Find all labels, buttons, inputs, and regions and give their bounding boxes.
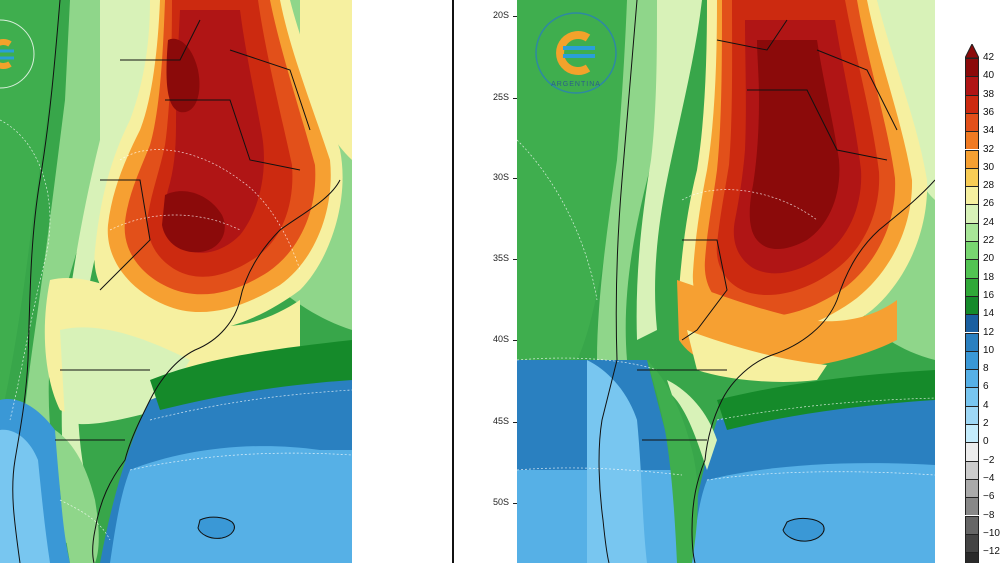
colorbar-label: 42 bbox=[983, 52, 995, 63]
colorbar-segment bbox=[965, 533, 979, 553]
lat-label-40s: 40S bbox=[493, 334, 510, 344]
lat-tick bbox=[513, 422, 517, 423]
colorbar-segment bbox=[965, 204, 979, 223]
colorbar-label: 24 bbox=[983, 216, 995, 228]
colorbar-label: 14 bbox=[983, 308, 995, 320]
colorbar-label: 38 bbox=[983, 88, 995, 100]
lat-tick bbox=[513, 178, 517, 179]
right-temperature-map bbox=[517, 0, 935, 563]
colorbar-segment bbox=[965, 149, 979, 168]
colorbar-label: 12 bbox=[983, 326, 995, 338]
lat-tick bbox=[513, 259, 517, 260]
lat-label-50s: 50S bbox=[493, 497, 510, 507]
colorbar-label: 4 bbox=[983, 399, 989, 411]
colorbar-label: 10 bbox=[983, 344, 995, 356]
lat-label-30s: 30S bbox=[493, 172, 510, 182]
colorbar-label: 16 bbox=[983, 289, 995, 301]
colorbar-label: 30 bbox=[983, 161, 995, 173]
colorbar-segment bbox=[965, 277, 979, 296]
colorbar-segment bbox=[965, 186, 979, 205]
colorbar-segment bbox=[965, 58, 979, 77]
colorbar-segment bbox=[965, 295, 979, 315]
left-temperature-map bbox=[0, 0, 352, 563]
colorbar-segment bbox=[965, 515, 979, 534]
panel-divider bbox=[452, 0, 454, 563]
colorbar-label: −6 bbox=[983, 491, 995, 503]
colorbar-segment bbox=[965, 387, 979, 406]
colorbar-segment bbox=[965, 259, 979, 278]
colorbar-segment bbox=[965, 112, 979, 132]
colorbar-segment bbox=[965, 167, 979, 187]
smn-logo-left bbox=[0, 14, 40, 99]
colorbar-label: −12 bbox=[983, 546, 1000, 558]
colorbar-segment bbox=[965, 241, 979, 260]
colorbar-segment bbox=[965, 76, 979, 95]
colorbar-label: 20 bbox=[983, 253, 995, 265]
colorbar-label: −8 bbox=[983, 509, 995, 521]
lat-label-35s: 35S bbox=[493, 253, 510, 263]
right-map-panel: 20S 25S 30S 35S 40S 45S 50S ARGENTINA 42… bbox=[455, 0, 1000, 563]
colorbar-top-arrow bbox=[965, 44, 979, 58]
colorbar-segment bbox=[965, 405, 979, 424]
colorbar-label: 34 bbox=[983, 125, 995, 137]
colorbar-segment bbox=[965, 460, 979, 479]
logo-text: ARGENTINA bbox=[551, 81, 601, 88]
left-map-panel: 424038363432302826242220181614121086420−… bbox=[0, 0, 372, 563]
colorbar-label: −10 bbox=[983, 527, 1000, 539]
colorbar-label: 26 bbox=[983, 198, 995, 210]
smn-logo-right: ARGENTINA bbox=[533, 10, 619, 101]
lat-tick bbox=[513, 16, 517, 17]
right-map-svg bbox=[517, 0, 935, 563]
colorbar-label: 28 bbox=[983, 180, 995, 192]
colorbar-segment bbox=[965, 369, 979, 388]
colorbar-segment bbox=[965, 350, 979, 370]
colorbar-label: 2 bbox=[983, 418, 989, 429]
colorbar-label: 8 bbox=[983, 363, 989, 375]
colorbar-segment bbox=[965, 94, 979, 113]
colorbar-label: 22 bbox=[983, 235, 995, 246]
colorbar-label: 36 bbox=[983, 106, 995, 118]
colorbar-label: 32 bbox=[983, 143, 995, 155]
colorbar-segment bbox=[965, 314, 979, 333]
lat-label-25s: 25S bbox=[493, 92, 510, 102]
colorbar-segment bbox=[965, 332, 979, 351]
lat-label-45s: 45S bbox=[493, 416, 510, 426]
colorbar-label: 6 bbox=[983, 381, 989, 393]
colorbar-segment bbox=[965, 478, 979, 498]
colorbar-segment bbox=[965, 552, 979, 563]
lat-tick bbox=[513, 503, 517, 504]
colorbar-label: −2 bbox=[983, 454, 995, 466]
colorbar-segment bbox=[965, 497, 979, 516]
colorbar-label: −4 bbox=[983, 472, 995, 484]
lat-tick bbox=[513, 340, 517, 341]
colorbar-segment bbox=[965, 442, 979, 461]
colorbar-segment bbox=[965, 424, 979, 443]
lat-label-20s: 20S bbox=[493, 10, 510, 20]
colorbar-label: 0 bbox=[983, 436, 989, 448]
colorbar-label: 40 bbox=[983, 70, 995, 82]
lat-tick bbox=[513, 98, 517, 99]
colorbar-segment bbox=[965, 222, 979, 241]
left-map-svg bbox=[0, 0, 352, 563]
colorbar-segment bbox=[965, 131, 979, 150]
colorbar-label: 18 bbox=[983, 271, 995, 283]
